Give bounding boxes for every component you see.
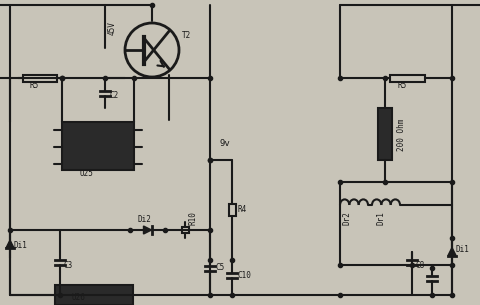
Bar xyxy=(378,108,392,160)
Text: R5: R5 xyxy=(398,81,407,91)
Text: R5: R5 xyxy=(30,81,39,91)
Bar xyxy=(55,285,133,305)
Text: R10: R10 xyxy=(188,211,197,225)
Text: T2: T2 xyxy=(182,30,191,40)
Polygon shape xyxy=(144,226,152,234)
Circle shape xyxy=(125,23,179,77)
Text: Dr2: Dr2 xyxy=(342,211,351,225)
Text: U26: U26 xyxy=(72,293,86,303)
Text: C3: C3 xyxy=(64,260,73,270)
Text: Dr1: Dr1 xyxy=(376,211,385,225)
Text: C5: C5 xyxy=(215,264,224,272)
Text: U25: U25 xyxy=(80,168,94,178)
Text: Di1: Di1 xyxy=(14,242,28,250)
Polygon shape xyxy=(448,247,456,256)
Text: C8: C8 xyxy=(416,260,425,270)
Text: R4: R4 xyxy=(237,206,246,214)
Text: C10: C10 xyxy=(237,271,251,279)
Text: Di1: Di1 xyxy=(456,246,470,254)
Bar xyxy=(228,203,236,217)
Bar xyxy=(181,227,189,233)
Polygon shape xyxy=(6,240,14,248)
Bar xyxy=(390,74,425,81)
Text: 45V: 45V xyxy=(108,21,117,35)
Text: 9v: 9v xyxy=(220,138,231,148)
Text: C2: C2 xyxy=(110,91,119,99)
Text: Di2: Di2 xyxy=(137,216,151,224)
Text: 200 Ohm: 200 Ohm xyxy=(397,119,406,151)
Bar xyxy=(23,74,57,81)
Bar xyxy=(62,122,134,170)
